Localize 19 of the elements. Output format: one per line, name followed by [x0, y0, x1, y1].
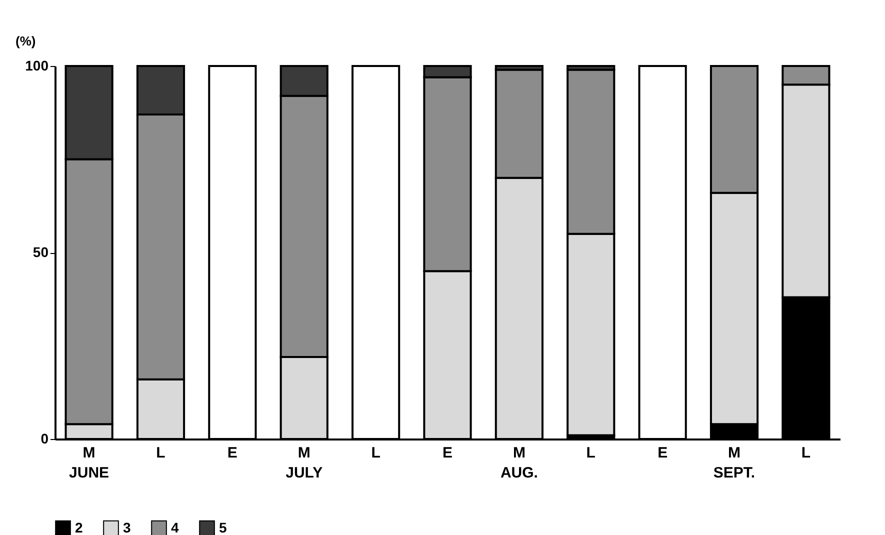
legend-label: 4 — [171, 519, 179, 535]
x-tick-label: L — [371, 444, 380, 462]
y-axis-title: (%) — [16, 34, 36, 48]
legend-label: 5 — [219, 519, 227, 535]
legend-label: 2 — [75, 519, 83, 535]
x-tick-label: L — [586, 444, 596, 462]
x-tick-label: E — [658, 444, 668, 462]
y-tick-label: 0 — [40, 430, 49, 446]
x-tick-label: M SEPT. — [713, 444, 756, 482]
x-tick-label: E — [442, 444, 453, 462]
x-tick-label: E — [227, 444, 238, 462]
y-tick-label: 50 — [32, 244, 49, 260]
x-tick-label: L — [156, 444, 166, 462]
x-tick-label: L — [801, 444, 811, 462]
legend-label: 3 — [123, 519, 131, 535]
x-tick-label: M JUNE — [69, 444, 110, 482]
y-tick-label: 100 — [25, 58, 49, 74]
x-tick-label: M JULY — [286, 444, 323, 482]
x-tick-label: M AUG. — [500, 444, 538, 482]
